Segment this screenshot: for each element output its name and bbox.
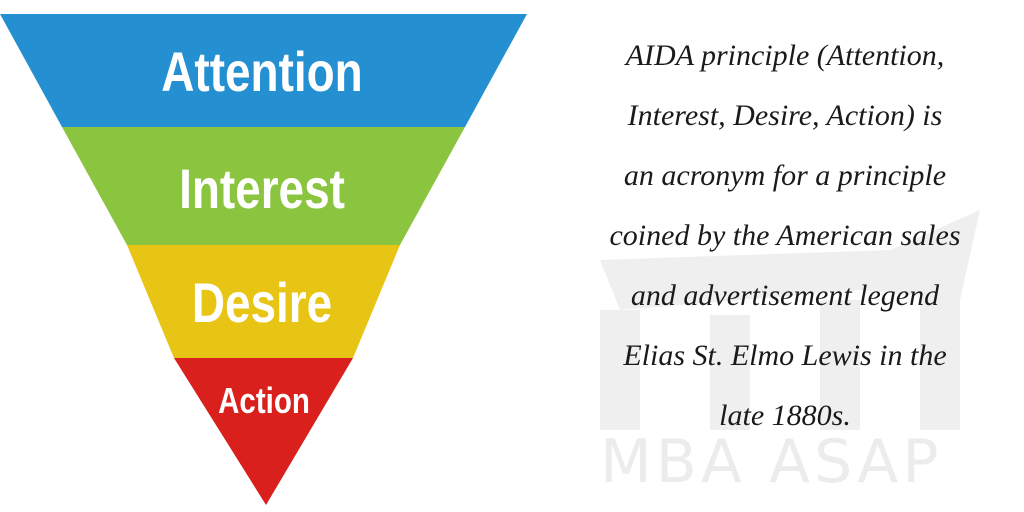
description-line: coined by the American sales xyxy=(609,219,961,252)
funnel-label-action: Action xyxy=(218,380,310,420)
description-line: AIDA principle (Attention, xyxy=(625,39,945,72)
funnel-label-desire: Desire xyxy=(192,272,332,334)
description-line: and advertisement legend xyxy=(630,279,940,312)
description-line: Interest, Desire, Action) is xyxy=(627,99,943,132)
aida-funnel: Attention Interest Desire Action xyxy=(0,14,527,505)
funnel-stage-interest xyxy=(62,127,465,245)
description-line: late 1880s. xyxy=(719,399,851,432)
description-line: Elias St. Elmo Lewis in the xyxy=(623,339,947,372)
watermark-text: MBA ASAP xyxy=(600,427,943,497)
funnel-stage-action xyxy=(174,358,353,505)
description-line: an acronym for a principle xyxy=(623,159,947,192)
funnel-stage-attention xyxy=(0,14,527,127)
watermark-logo-icon xyxy=(600,210,980,430)
funnel-label-attention: Attention xyxy=(161,41,362,103)
funnel-label-interest: Interest xyxy=(179,158,345,220)
aida-description: AIDA principle (Attention, Interest, Des… xyxy=(546,26,1024,446)
funnel-stage-desire xyxy=(127,245,400,358)
